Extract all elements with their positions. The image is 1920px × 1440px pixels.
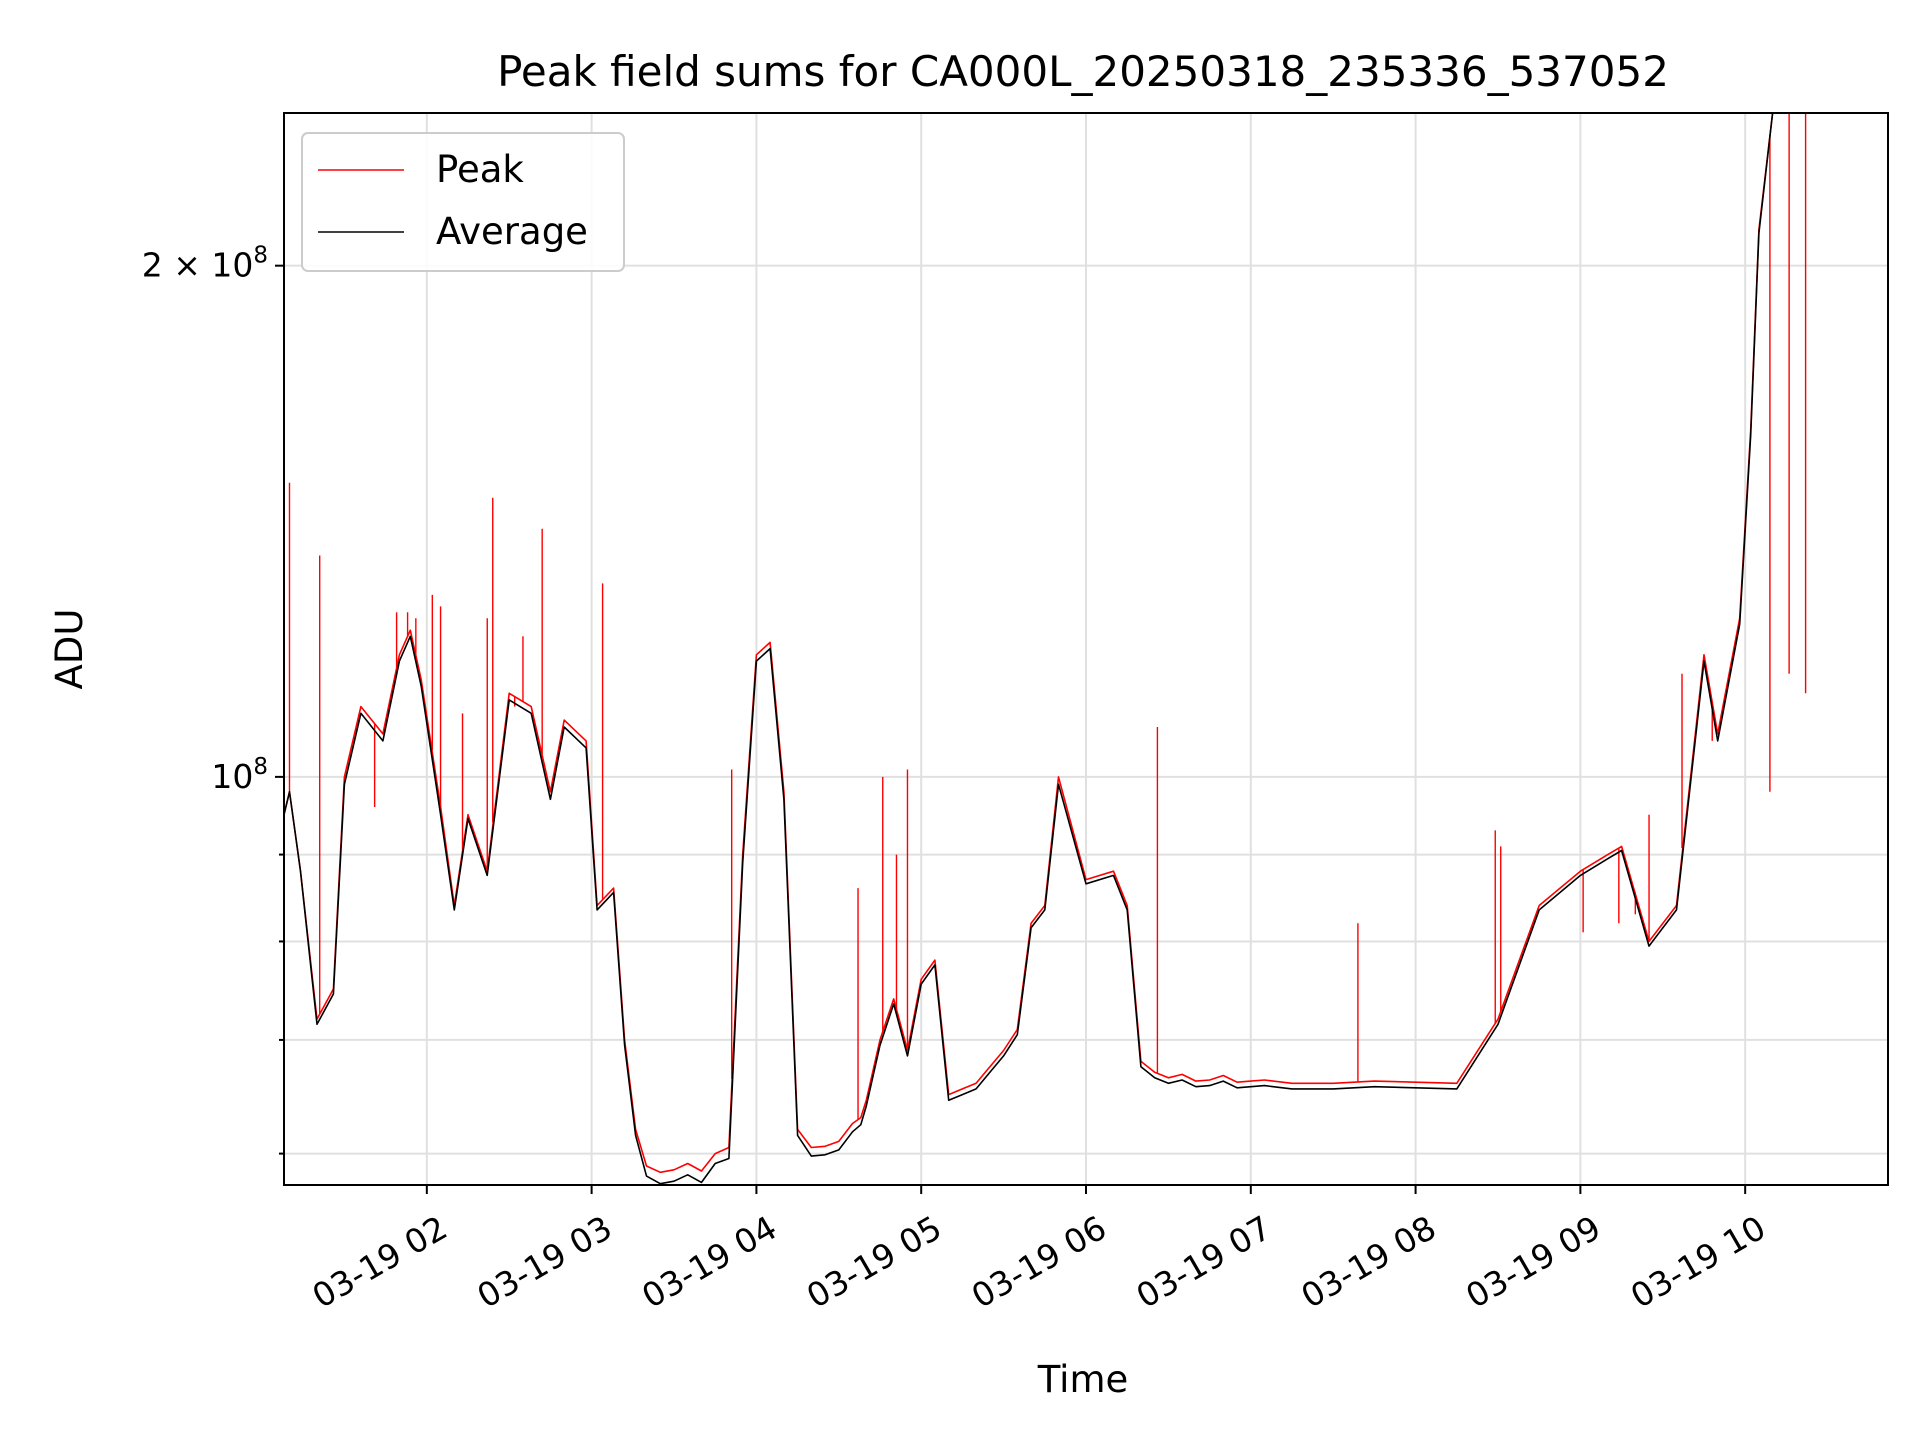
x-tick-label: 03-19 07 [1130,1208,1278,1316]
series-line-average [283,112,1883,1185]
x-tick-label: 03-19 02 [306,1208,454,1316]
x-tick-label: 03-19 05 [800,1208,948,1316]
chart-title: Peak field sums for CA000L_20250318_2353… [497,47,1669,96]
x-tick-label: 03-19 06 [965,1208,1113,1316]
tick-layer: 03-19 02 03-19 03 03-19 04 03-19 05 03-19 06… [142,243,1772,1316]
legend-box [301,132,625,272]
series-layer [283,112,1883,1185]
x-tick-label: 03-19 08 [1294,1208,1442,1316]
x-axis-label: Time [1037,1358,1129,1401]
grid-layer [284,113,1888,1185]
y-tick-label: 108 [211,754,268,796]
legend-label-average: Average [436,210,588,253]
y-axis-label: ADU [48,609,91,690]
x-tick-label: 03-19 09 [1459,1208,1607,1316]
legend-label-peak: Peak [436,148,524,191]
x-tick-label: 03-19 04 [635,1208,783,1316]
legend: Peak Average [301,132,625,272]
x-tick-label: 03-19 10 [1624,1208,1772,1316]
y-tick-label: 2 × 108 [142,243,268,285]
x-tick-label: 03-19 03 [470,1208,618,1316]
